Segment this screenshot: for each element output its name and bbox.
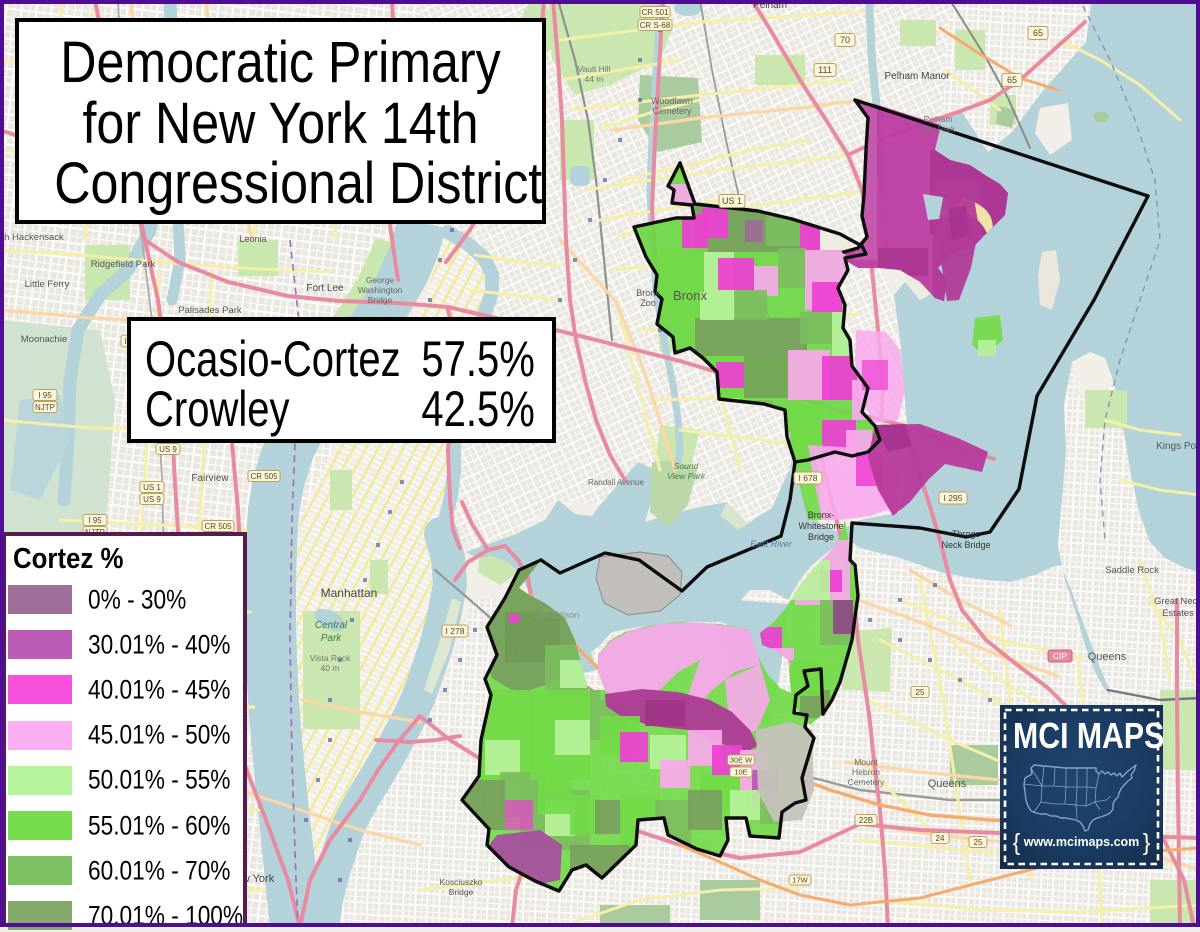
svg-text:Hebron: Hebron <box>852 767 880 777</box>
svg-text:30E W: 30E W <box>730 756 753 765</box>
svg-text:Woodlawn: Woodlawn <box>651 96 693 106</box>
svg-text:Zoo: Zoo <box>640 298 656 308</box>
svg-text:Kings Poin: Kings Poin <box>1156 441 1200 452</box>
svg-text:111: 111 <box>818 65 832 75</box>
svg-text:Vista Rock: Vista Rock <box>310 653 351 663</box>
svg-text:Estates: Estates <box>1162 608 1194 619</box>
svg-text:22B: 22B <box>859 816 873 825</box>
svg-text:Throgs: Throgs <box>952 529 981 539</box>
svg-text:Moonachie: Moonachie <box>21 334 67 345</box>
svg-text:CIP: CIP <box>1053 651 1068 661</box>
svg-text:Neck Bridge: Neck Bridge <box>941 540 990 550</box>
svg-text:Mount: Mount <box>854 757 878 767</box>
svg-text:Pelham: Pelham <box>924 114 953 124</box>
svg-text:Bridge: Bridge <box>449 887 474 897</box>
svg-text:Con Edison: Con Edison <box>533 610 580 620</box>
svg-text:Bronx: Bronx <box>636 288 660 298</box>
svg-text:Palisades Park: Palisades Park <box>178 305 242 316</box>
svg-text:George: George <box>366 275 395 285</box>
svg-text:East River: East River <box>750 539 793 549</box>
svg-text:Bridge: Bridge <box>368 295 393 305</box>
svg-text:Kosciuszko: Kosciuszko <box>440 877 483 887</box>
svg-text:Cemetery: Cemetery <box>652 106 692 116</box>
svg-text:Bronx-: Bronx- <box>808 510 835 520</box>
svg-text:CR 505: CR 505 <box>204 522 232 531</box>
svg-text:70: 70 <box>840 35 850 45</box>
svg-text:Queens: Queens <box>1088 651 1127 663</box>
svg-text:Saddle Rock: Saddle Rock <box>1105 565 1159 576</box>
svg-text:Leonia: Leonia <box>239 234 266 244</box>
svg-text:CR 501: CR 501 <box>641 8 669 17</box>
svg-text:I 278: I 278 <box>446 626 465 636</box>
svg-text:US 9: US 9 <box>143 495 161 504</box>
svg-text:I 95: I 95 <box>38 391 52 400</box>
svg-text:CR 505: CR 505 <box>250 472 278 481</box>
svg-text:44 m: 44 m <box>585 74 604 84</box>
svg-text:Vault Hill: Vault Hill <box>578 64 611 74</box>
svg-text:Queens: Queens <box>928 778 967 790</box>
svg-text:US 1: US 1 <box>722 196 742 206</box>
svg-text:View Park: View Park <box>667 471 706 481</box>
svg-text:Sound: Sound <box>674 461 699 471</box>
svg-text:w York: w York <box>241 873 275 885</box>
svg-text:Whitestone: Whitestone <box>798 521 843 531</box>
svg-text:Great Neck: Great Neck <box>1154 596 1200 607</box>
svg-text:Bridge: Bridge <box>808 532 834 542</box>
svg-text:65: 65 <box>1007 75 1017 85</box>
svg-text:10E: 10E <box>734 768 747 777</box>
svg-text:uth Hackensack: uth Hackensack <box>0 232 64 243</box>
svg-text:Fairview: Fairview <box>191 473 229 484</box>
svg-text:I 678: I 678 <box>799 473 818 483</box>
svg-text:Washington: Washington <box>358 285 403 295</box>
svg-text:25: 25 <box>916 688 925 697</box>
svg-text:Bay Park: Bay Park <box>921 124 956 134</box>
svg-text:NJTP: NJTP <box>35 403 55 412</box>
svg-text:40 m: 40 m <box>321 663 340 673</box>
svg-text:24: 24 <box>936 834 945 843</box>
svg-text:Manhattan: Manhattan <box>321 586 378 600</box>
svg-text:Pelham Manor: Pelham Manor <box>884 71 950 82</box>
svg-text:25: 25 <box>974 838 983 847</box>
svg-text:US 9: US 9 <box>159 445 177 454</box>
svg-text:Randall Avenue: Randall Avenue <box>588 478 644 487</box>
svg-text:Ridgefield Park: Ridgefield Park <box>91 259 156 270</box>
svg-text:Park: Park <box>321 633 343 644</box>
svg-text:I 295: I 295 <box>944 493 963 503</box>
svg-text:Fort Lee: Fort Lee <box>306 283 344 294</box>
svg-text:US 1: US 1 <box>143 483 161 492</box>
svg-text:Central: Central <box>315 620 348 631</box>
svg-text:17W: 17W <box>792 876 808 885</box>
svg-text:I 95: I 95 <box>88 516 102 525</box>
svg-text:Bronx: Bronx <box>673 288 707 303</box>
svg-text:Little Ferry: Little Ferry <box>25 279 70 290</box>
svg-text:Pelham: Pelham <box>753 0 787 11</box>
svg-text:Cemetery: Cemetery <box>848 777 886 787</box>
svg-text:CR S-68: CR S-68 <box>640 21 671 30</box>
svg-text:65: 65 <box>1033 28 1043 38</box>
